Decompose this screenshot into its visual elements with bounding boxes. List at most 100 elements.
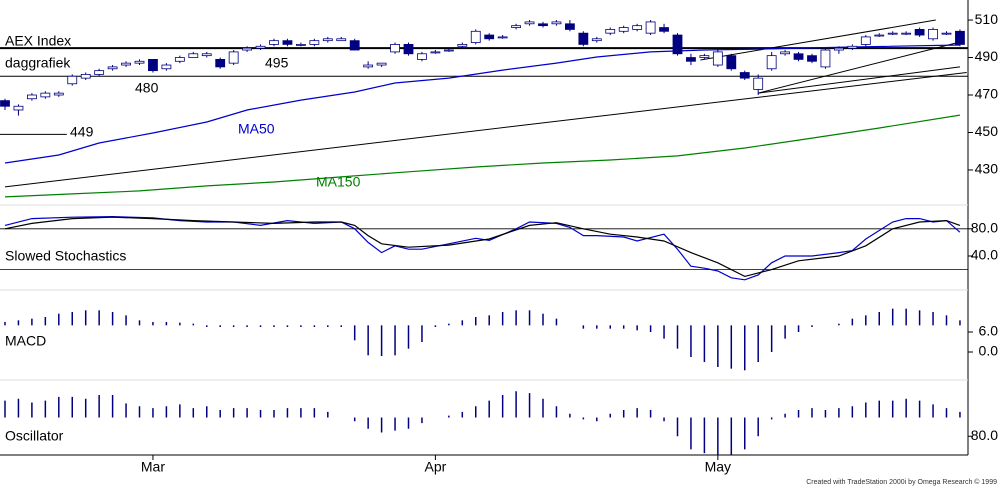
candle-body bbox=[309, 40, 320, 45]
candle-body bbox=[551, 21, 562, 25]
candle-body bbox=[578, 32, 589, 45]
candle-body bbox=[591, 38, 602, 42]
candle-body bbox=[887, 32, 898, 35]
panel-title: AEX Index bbox=[5, 33, 71, 49]
candle-body bbox=[269, 40, 279, 45]
candle-body bbox=[860, 36, 871, 45]
stochastic-line bbox=[4, 216, 961, 278]
y-tick-label: 80.0 bbox=[971, 427, 998, 443]
candle-body bbox=[255, 45, 266, 49]
candle-body bbox=[363, 64, 374, 68]
y-tick-label: 470 bbox=[975, 86, 999, 102]
candle-body bbox=[901, 32, 912, 35]
candle-body bbox=[336, 38, 347, 42]
candle-body bbox=[645, 21, 656, 34]
candle-body bbox=[403, 44, 414, 55]
candle-body bbox=[565, 23, 575, 30]
candle-body bbox=[121, 62, 131, 66]
y-tick-label: 40.0 bbox=[971, 247, 998, 263]
trend-line bbox=[758, 41, 961, 94]
y-tick-label: 490 bbox=[975, 48, 999, 64]
level-label: 495 bbox=[265, 55, 289, 71]
candle-body bbox=[53, 92, 64, 96]
candle-body bbox=[174, 57, 185, 62]
candle-body bbox=[470, 30, 481, 43]
y-tick-label: 0.0 bbox=[979, 343, 999, 359]
candle-body bbox=[215, 59, 226, 68]
candle-body bbox=[672, 34, 683, 55]
candle-body bbox=[874, 34, 885, 37]
candle-body bbox=[686, 57, 696, 62]
overlay-label: MA150 bbox=[316, 174, 361, 190]
candle-body bbox=[26, 94, 37, 100]
candle-body bbox=[793, 53, 804, 60]
candle-body bbox=[228, 51, 239, 64]
candle-body bbox=[0, 100, 10, 107]
candle-body bbox=[618, 27, 629, 32]
footer: Created with TradeStation 2000i by Omega… bbox=[806, 478, 997, 486]
candle-body bbox=[847, 45, 858, 49]
candle-body bbox=[443, 49, 454, 52]
candle-body bbox=[13, 105, 24, 111]
candle-body bbox=[538, 23, 548, 27]
candle-body bbox=[201, 53, 212, 57]
candle-body bbox=[955, 30, 965, 45]
trend-line bbox=[4, 72, 967, 188]
candle-body bbox=[497, 36, 508, 39]
candle-body bbox=[134, 60, 145, 64]
candle-body bbox=[511, 25, 522, 28]
y-tick-label: 430 bbox=[975, 161, 999, 177]
candle-body bbox=[605, 29, 616, 34]
candle-body bbox=[67, 75, 78, 85]
candle-body bbox=[753, 77, 764, 90]
candle-body bbox=[484, 34, 495, 40]
candle-body bbox=[834, 47, 844, 51]
chart-subtitle: daggrafiek bbox=[5, 55, 71, 71]
candle-body bbox=[632, 25, 643, 30]
trend-line bbox=[700, 19, 936, 61]
panel-title: MACD bbox=[5, 333, 46, 349]
candle-body bbox=[928, 29, 938, 40]
candle-body bbox=[40, 92, 51, 98]
candle-body bbox=[699, 55, 710, 58]
candle-body bbox=[80, 73, 91, 79]
candle-body bbox=[161, 64, 172, 70]
stochastic-line bbox=[4, 215, 961, 281]
candle-body bbox=[417, 53, 427, 60]
candle-body bbox=[295, 44, 306, 46]
trend-line bbox=[758, 66, 961, 94]
candle-body bbox=[726, 55, 737, 70]
candle-body bbox=[659, 27, 669, 32]
y-tick-label: 80.0 bbox=[971, 220, 998, 236]
y-tick-label: 6.0 bbox=[979, 323, 999, 339]
candle-body bbox=[739, 72, 750, 79]
candle-body bbox=[107, 66, 118, 70]
panel-title: Slowed Stochastics bbox=[5, 248, 126, 264]
candle-body bbox=[766, 55, 777, 70]
moving-average bbox=[4, 114, 960, 198]
y-tick-label: 450 bbox=[975, 123, 999, 139]
candle-body bbox=[780, 51, 790, 55]
y-tick-label: 510 bbox=[975, 11, 999, 27]
candle-body bbox=[390, 44, 400, 53]
level-label: 480 bbox=[135, 80, 159, 96]
candle-body bbox=[914, 29, 925, 36]
candle-body bbox=[349, 40, 360, 51]
candle-body bbox=[941, 32, 952, 35]
level-label: 449 bbox=[70, 124, 94, 140]
candle-body bbox=[430, 51, 441, 54]
candle-body bbox=[148, 59, 158, 72]
panel-title: Oscillator bbox=[5, 428, 64, 444]
candle-body bbox=[282, 40, 293, 45]
candle-body bbox=[188, 53, 199, 58]
candle-body bbox=[376, 62, 387, 66]
x-tick-label: Apr bbox=[425, 459, 447, 475]
candle-body bbox=[807, 55, 817, 62]
candle-body bbox=[820, 49, 831, 68]
x-tick-label: Mar bbox=[141, 459, 165, 475]
overlay-label: MA50 bbox=[238, 121, 275, 137]
candle-body bbox=[94, 70, 105, 75]
